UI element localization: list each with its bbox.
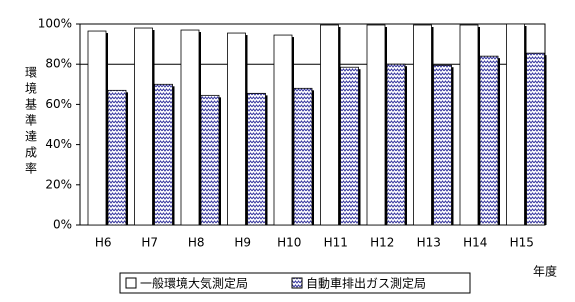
bar	[200, 94, 220, 226]
y-tick-label: 40%	[45, 137, 72, 151]
x-tick-label: H8	[188, 236, 205, 250]
y-tick-label: 60%	[45, 97, 72, 111]
bar	[247, 92, 266, 226]
bar	[340, 66, 359, 226]
y-tick-label: 0%	[53, 218, 72, 232]
bar	[180, 29, 200, 226]
bar	[413, 24, 432, 226]
bar	[433, 64, 452, 226]
x-tick-label: H7	[141, 236, 158, 250]
bar	[459, 24, 479, 226]
bar	[134, 27, 153, 226]
y-tick-label: 20%	[45, 177, 72, 191]
legend-label: 一般環境大気測定局	[140, 276, 248, 291]
x-tick-label: H14	[463, 236, 487, 250]
bar	[366, 24, 386, 226]
legend-swatch	[291, 277, 303, 289]
y-axis-label: 環境基準達成率	[24, 66, 38, 178]
bar	[87, 30, 107, 226]
bar	[293, 87, 313, 226]
bar	[273, 34, 293, 226]
x-axis-label: 年度	[533, 264, 557, 279]
x-tick-label: H6	[95, 236, 112, 250]
legend-swatch	[125, 277, 137, 289]
y-tick-label: 80%	[45, 57, 72, 71]
legend-label: 自動車排出ガス測定局	[306, 276, 426, 291]
bar	[107, 89, 127, 226]
x-tick-label: H9	[234, 236, 251, 250]
bar	[479, 55, 499, 226]
bar	[154, 83, 173, 226]
x-tick-label: H12	[370, 236, 394, 250]
x-tick-label: H15	[510, 236, 534, 250]
y-tick-label: 100%	[38, 17, 72, 31]
x-tick-label: H10	[277, 236, 301, 250]
bar	[386, 63, 406, 226]
bar	[320, 24, 339, 226]
bar	[526, 52, 545, 226]
x-tick-label: H11	[324, 236, 348, 250]
x-tick-label: H13	[417, 236, 441, 250]
bar	[227, 32, 246, 226]
bar	[506, 23, 525, 226]
